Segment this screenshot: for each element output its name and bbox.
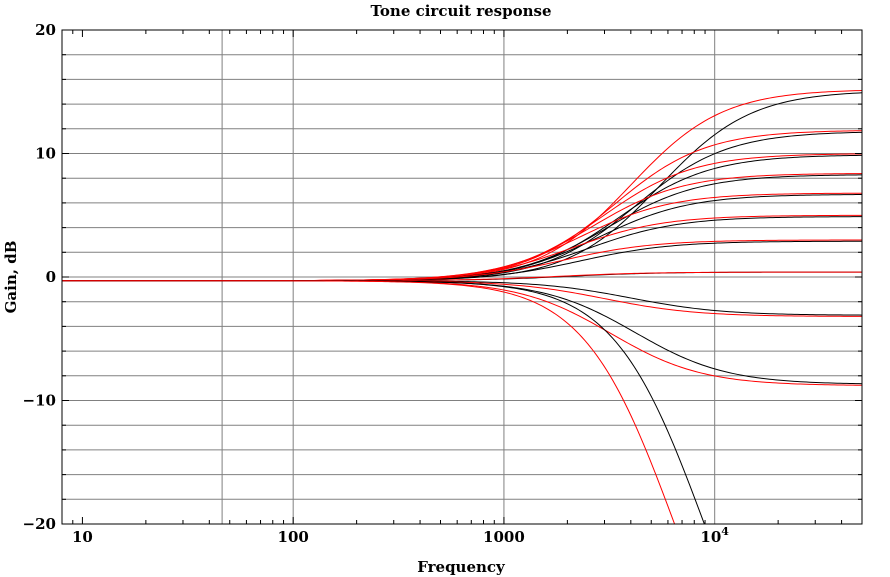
y-tick-label: 10 (35, 145, 56, 163)
series-lines (62, 90, 862, 524)
y-tick-label: 0 (46, 268, 56, 286)
series-line-black-10 (62, 216, 862, 282)
series-line-black-4 (62, 154, 862, 282)
series-line-red-9 (62, 192, 862, 282)
series-line-red-17 (62, 280, 862, 317)
x-tick-label: 10 (72, 528, 93, 546)
series-line-black-16 (62, 280, 862, 316)
x-tick-label: 104 (700, 525, 729, 546)
y-axis-label: Gain, dB (2, 241, 20, 314)
series-line-red-11 (62, 214, 862, 282)
series-line-red-5 (62, 153, 862, 282)
series-line-black-18 (62, 280, 862, 385)
series-line-red-19 (62, 280, 862, 386)
y-tick-label: −20 (23, 515, 56, 533)
series-line-red-21 (62, 280, 676, 524)
series-line-black-2 (62, 131, 862, 282)
x-axis-label: Frequency (417, 558, 506, 576)
chart-title: Tone circuit response (370, 2, 551, 20)
series-line-black-8 (62, 194, 862, 282)
series-line-black-20 (62, 280, 705, 524)
grid (62, 30, 862, 524)
y-tick-label: −10 (23, 392, 56, 410)
y-tick-label: 20 (35, 21, 56, 39)
x-tick-label: 1000 (483, 528, 525, 546)
x-tick-label: 100 (278, 528, 309, 546)
